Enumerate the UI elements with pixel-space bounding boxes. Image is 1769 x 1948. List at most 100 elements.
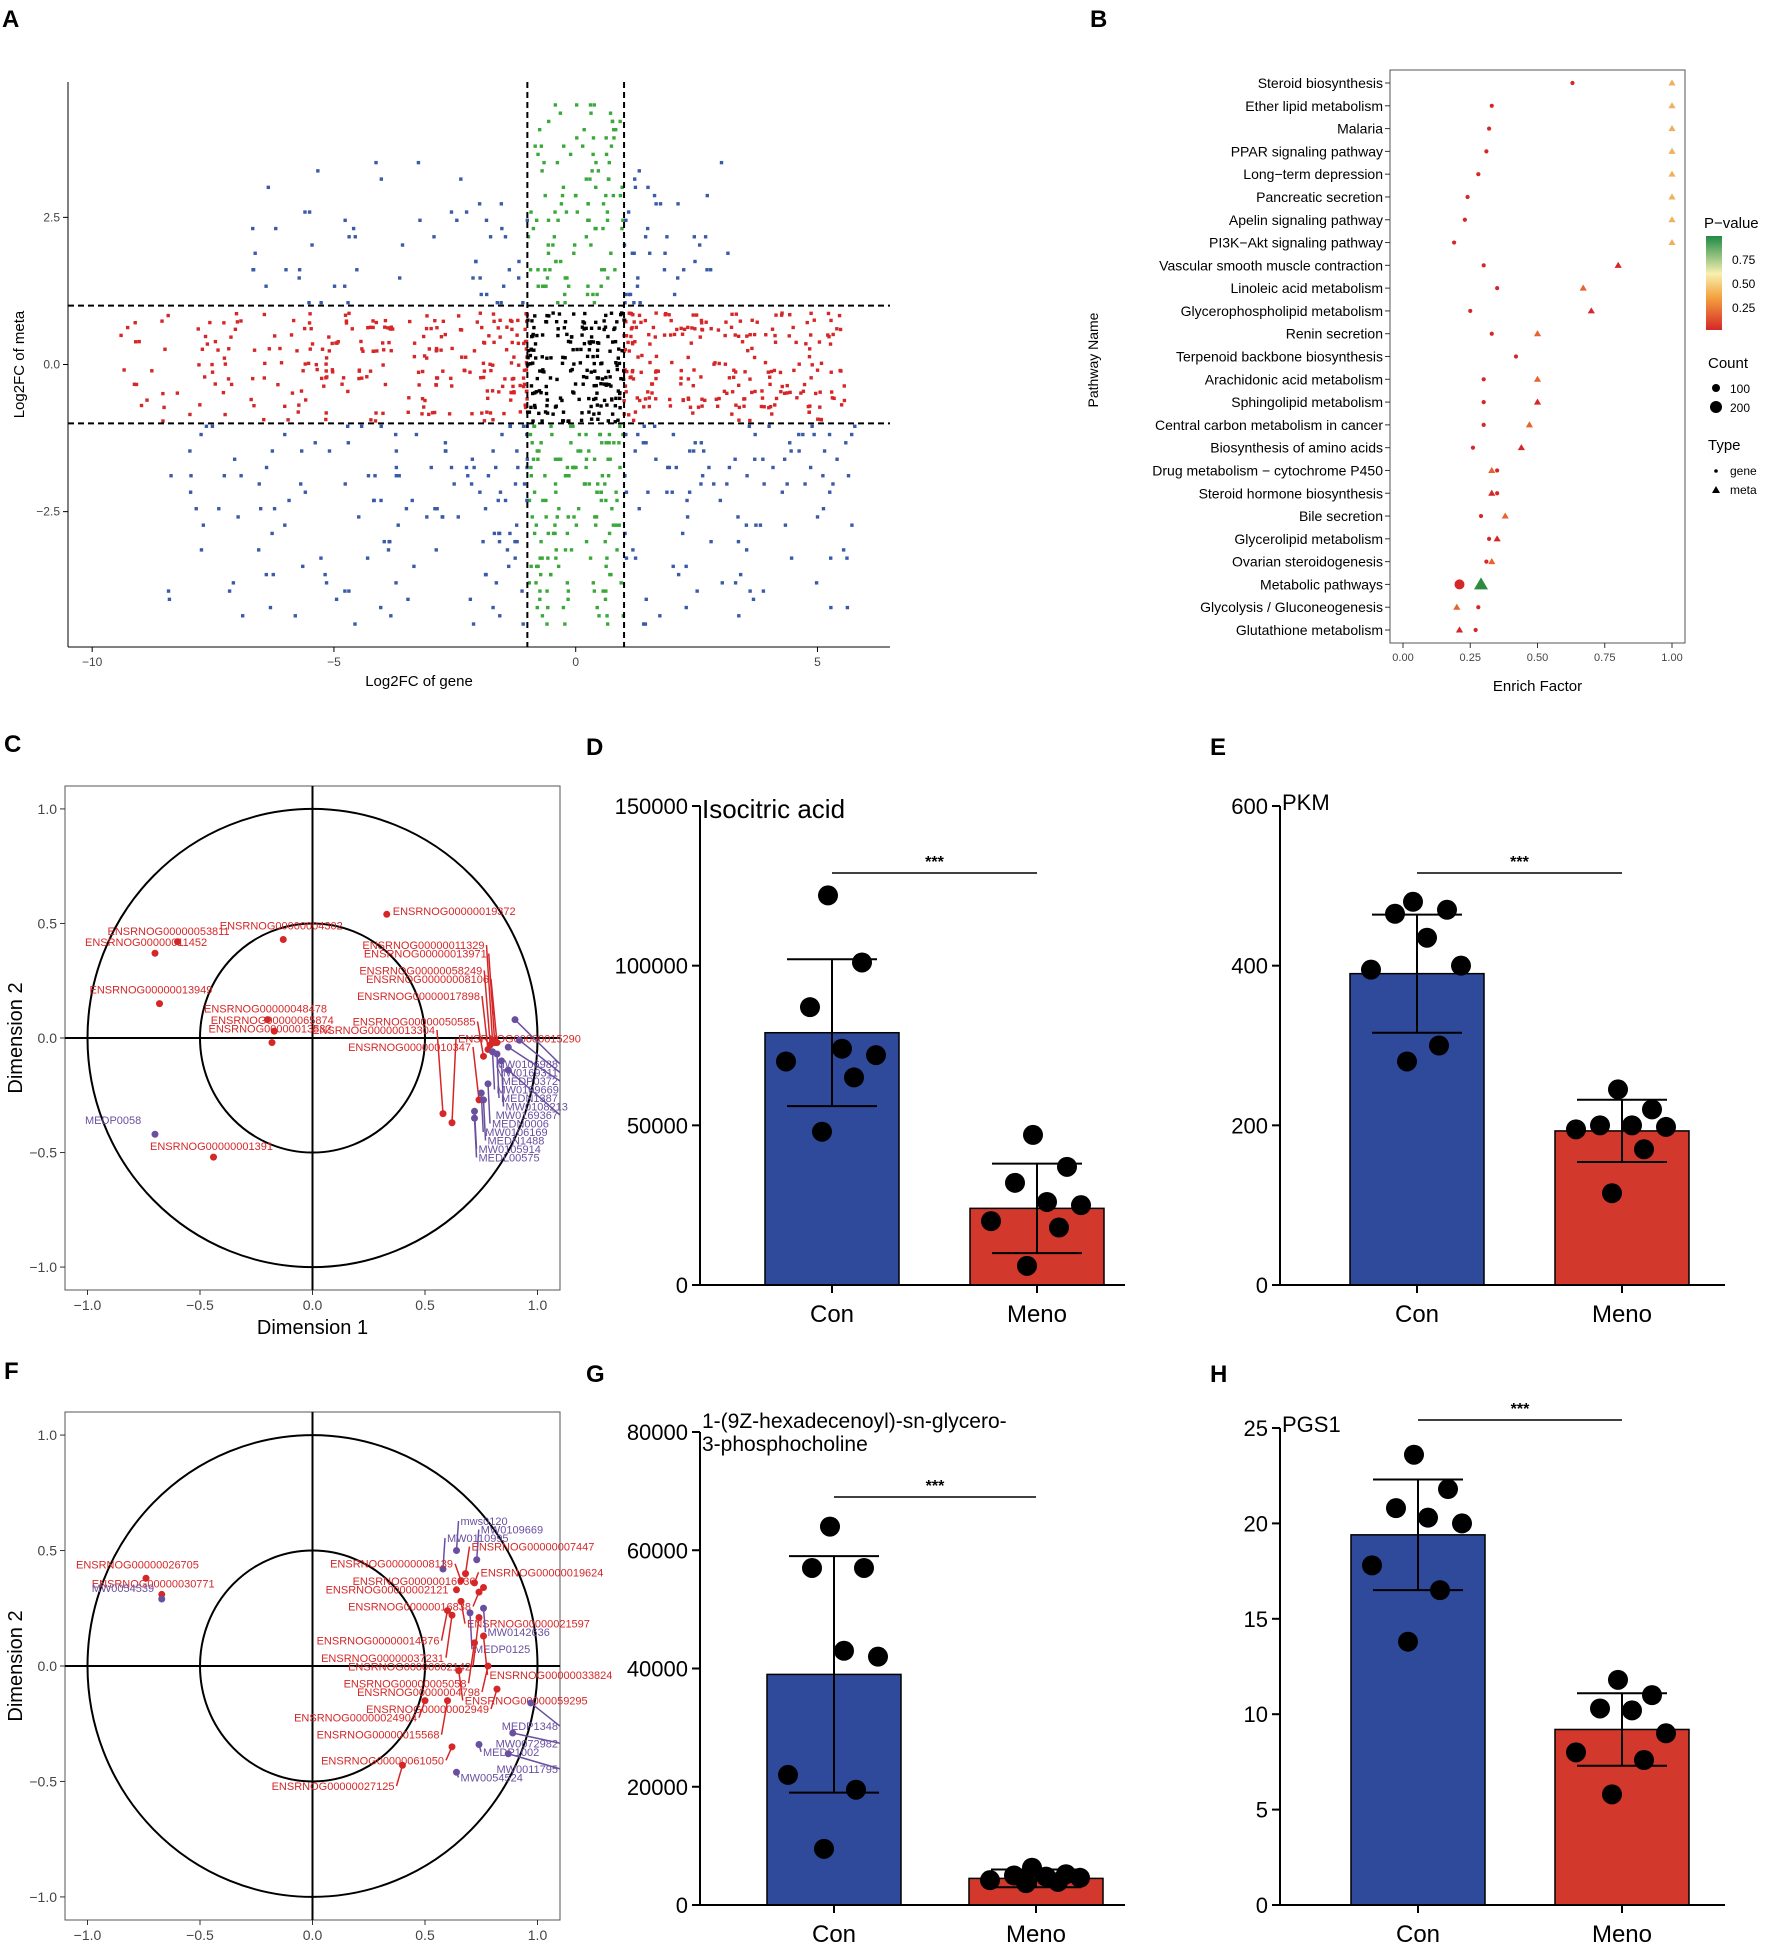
point-both-significant — [251, 268, 256, 272]
point-gene-only — [503, 377, 507, 381]
point-meta-only — [607, 432, 612, 437]
point-gene-only — [629, 327, 634, 331]
point-gene-only — [795, 396, 799, 400]
point-gene-only — [161, 391, 165, 396]
y-tick-label: 50000 — [627, 1113, 688, 1138]
point-both-significant — [754, 523, 758, 527]
point-meta-only — [621, 218, 625, 223]
point-not-significant — [549, 356, 553, 360]
point-meta-only — [589, 243, 593, 247]
point-gene-only — [667, 313, 671, 317]
point-gene-only — [524, 368, 529, 372]
significance-marker: *** — [926, 1478, 945, 1495]
point-both-significant — [637, 169, 641, 173]
pvalue-colorbar — [1706, 236, 1722, 330]
point-gene-only — [842, 398, 847, 403]
point-gene-only — [478, 311, 483, 315]
point-not-significant — [566, 419, 570, 424]
point-gene-only — [504, 348, 509, 352]
point-both-significant — [194, 506, 198, 511]
point-both-significant — [444, 449, 448, 453]
panel-label-e: E — [1210, 734, 1226, 761]
legend-count-dot-small — [1712, 384, 1720, 392]
point-gene-only — [250, 376, 255, 381]
point-not-significant — [526, 318, 530, 322]
point-meta-only — [602, 268, 607, 272]
point-both-significant — [166, 589, 171, 593]
point-gene-only — [766, 370, 771, 374]
point-both-significant — [357, 515, 361, 519]
point-both-significant — [188, 490, 193, 494]
point-gene-only — [435, 326, 439, 330]
point-not-significant — [561, 355, 565, 360]
y-tick-label: 150000 — [615, 794, 688, 819]
point-meta-only — [536, 284, 540, 288]
point-gene-only — [521, 384, 526, 389]
data-point — [1403, 891, 1423, 912]
point-meta-only — [549, 424, 553, 428]
point-both-significant — [316, 169, 320, 173]
point-gene-only — [642, 405, 646, 409]
point-meta — [1453, 603, 1461, 610]
point-gene-only — [773, 403, 777, 407]
point-both-significant — [397, 474, 401, 478]
point-label: MEDP0125 — [474, 1644, 530, 1656]
point-both-significant — [676, 572, 681, 577]
point-gene-only — [381, 411, 385, 416]
point-gene-only — [769, 369, 774, 374]
point-not-significant — [542, 370, 546, 374]
point-both-significant — [435, 506, 439, 511]
point-gene-only — [622, 349, 626, 353]
point-gene-only — [416, 370, 421, 375]
point-label: ENSRNOG00000010347 — [348, 1042, 471, 1054]
point-not-significant — [606, 369, 611, 374]
point-meta-only — [549, 572, 553, 577]
point-gene-only — [299, 389, 304, 393]
point-meta-only — [594, 523, 598, 527]
data-point — [1437, 899, 1457, 920]
data-point — [1642, 1099, 1662, 1120]
point-meta — [1455, 626, 1464, 633]
point-label: ENSRNOG00000037231 — [321, 1653, 444, 1665]
point-not-significant — [556, 333, 560, 338]
point-both-significant — [727, 465, 732, 470]
point-both-significant — [658, 202, 663, 206]
point-meta-only — [528, 268, 533, 272]
point-not-significant — [535, 333, 539, 338]
point-both-significant — [745, 474, 749, 478]
point-label: ENSRNOG00000007447 — [472, 1542, 595, 1554]
label-connector — [473, 1118, 478, 1158]
point-meta-only — [527, 581, 531, 585]
point-gene — [1454, 579, 1465, 590]
point-both-significant — [449, 465, 454, 470]
point-both-significant — [513, 539, 517, 544]
point-both-significant — [687, 490, 692, 494]
point-both-significant — [801, 432, 805, 437]
data-point — [868, 1646, 888, 1667]
point-both-significant — [416, 160, 421, 165]
point-gene — [1513, 354, 1519, 359]
point-label: MW0108213 — [506, 1102, 568, 1114]
point-both-significant — [497, 539, 502, 544]
point-both-significant — [635, 284, 640, 288]
point-gene-only — [443, 332, 447, 337]
point-gene — [210, 1153, 217, 1161]
data-point — [1656, 1723, 1676, 1744]
point-meta — [1533, 330, 1542, 337]
point-meta-only — [540, 284, 545, 288]
point-meta-only — [546, 243, 550, 247]
point-gene-only — [730, 390, 735, 394]
point-not-significant — [594, 383, 598, 388]
point-label: ENSRNOG00000013971 — [364, 949, 487, 961]
point-gene-only — [303, 362, 307, 366]
significance-marker: *** — [1511, 1401, 1530, 1418]
point-gene-only — [325, 375, 329, 379]
point-not-significant — [589, 404, 593, 409]
point-gene-only — [324, 411, 328, 415]
point-gene-only — [301, 369, 305, 373]
point-meta-only — [529, 465, 533, 470]
point-meta-only — [536, 457, 540, 461]
point-not-significant — [531, 361, 535, 365]
point-meta-only — [554, 490, 558, 494]
point-not-significant — [610, 398, 614, 402]
